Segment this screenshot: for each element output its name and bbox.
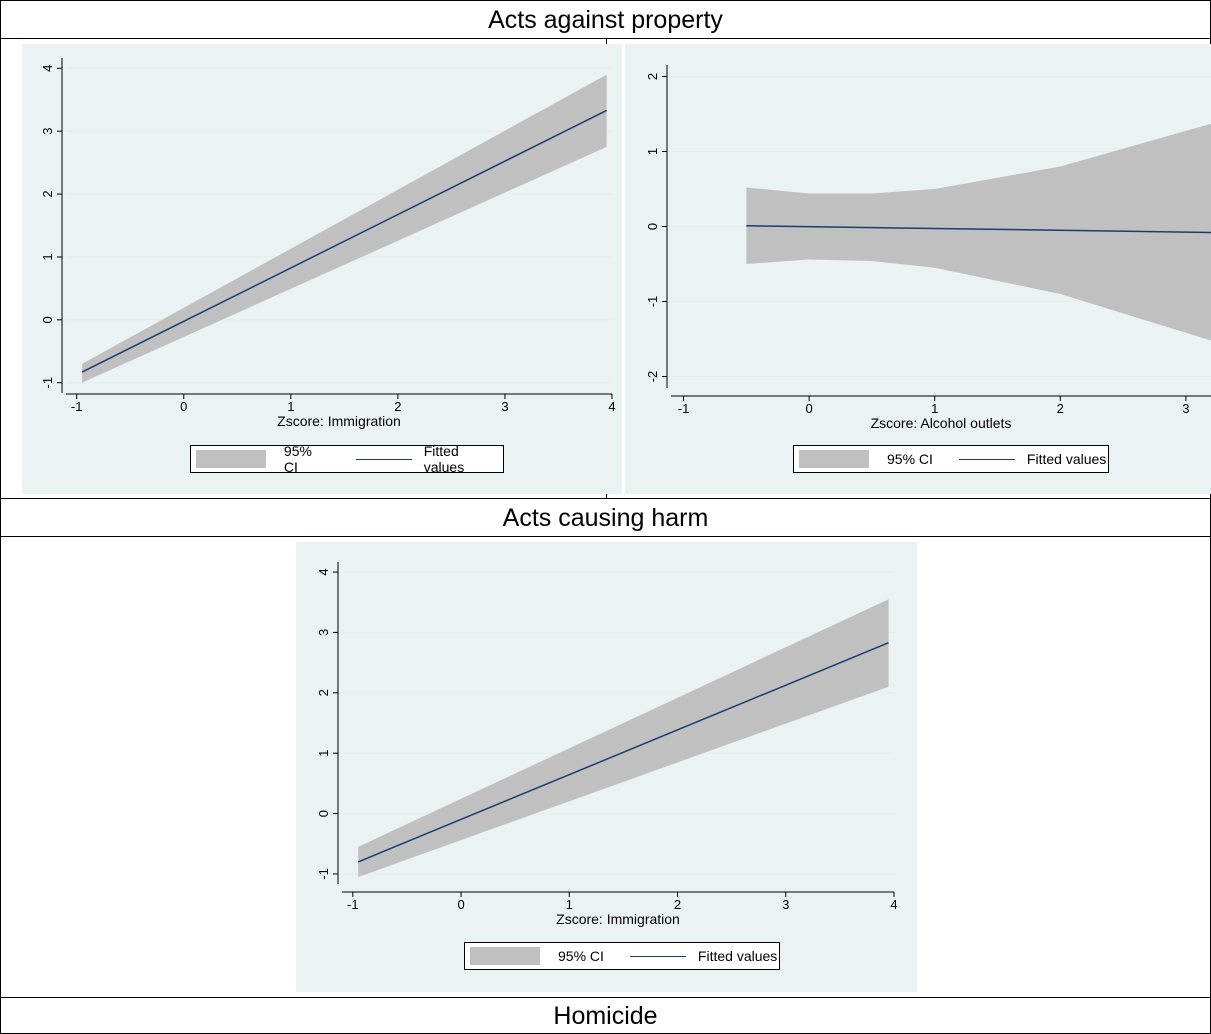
row-title-property: Acts against property bbox=[488, 5, 723, 34]
y-tick-label: 4 bbox=[40, 65, 55, 72]
x-tick-label: 4 bbox=[608, 399, 615, 414]
divider bbox=[0, 38, 1211, 39]
y-tick-label: 1 bbox=[40, 253, 55, 260]
y-tick-label: -2 bbox=[645, 371, 660, 383]
x-tick-label: 0 bbox=[806, 401, 813, 416]
y-tick-label: 2 bbox=[645, 73, 660, 80]
ci-swatch bbox=[196, 450, 266, 468]
y-tick-label: -1 bbox=[316, 868, 331, 880]
ci-swatch bbox=[799, 450, 869, 468]
fit-line-swatch bbox=[629, 955, 686, 957]
y-tick-label: 1 bbox=[645, 148, 660, 155]
y-tick-label: 3 bbox=[40, 128, 55, 135]
x-axis-label: Zscore: Immigration bbox=[277, 413, 401, 429]
divider bbox=[0, 997, 1211, 998]
fit-line-swatch bbox=[355, 458, 412, 460]
x-tick-label: -1 bbox=[71, 399, 83, 414]
y-tick-label: 0 bbox=[645, 223, 660, 230]
x-tick-label: 0 bbox=[457, 897, 464, 912]
ci-band bbox=[358, 599, 889, 877]
chart-2: -2 -1 0 1 2 -1 0 1 2 3 Zscore: Alcohol outlets bbox=[645, 65, 1211, 431]
divider bbox=[0, 498, 1211, 499]
x-tick-label: 1 bbox=[931, 401, 938, 416]
x-tick-label: 2 bbox=[394, 399, 401, 414]
fitted-line bbox=[746, 225, 1211, 234]
legend-ci-label: 95% CI bbox=[283, 443, 312, 475]
x-axis-label: Zscore: Immigration bbox=[556, 911, 680, 927]
legend-ci-label: 95% CI bbox=[558, 948, 604, 964]
x-tick-label: 3 bbox=[501, 399, 508, 414]
y-tick-label: -1 bbox=[645, 296, 660, 308]
x-tick-label: -1 bbox=[347, 897, 359, 912]
row-title-harm: Acts causing harm bbox=[502, 503, 709, 532]
ci-swatch bbox=[470, 947, 540, 965]
x-tick-label: 3 bbox=[782, 897, 789, 912]
chart-panel-1: -1 0 1 2 3 4 -1 0 1 2 3 4 Zscore: Immigration 95% CI… bbox=[22, 44, 622, 494]
chart-1: -1 0 1 2 3 4 -1 0 1 2 3 4 Zscore: Immigration bbox=[40, 58, 616, 429]
y-tick-label: 1 bbox=[316, 750, 331, 757]
chart-3: -1 0 1 2 3 4 -1 0 1 2 3 4 Zscore: Immigration bbox=[316, 562, 898, 927]
row-title-homicide: Homicide bbox=[553, 1001, 658, 1030]
legend-1: 95% CI Fitted values bbox=[190, 443, 504, 475]
chart-panel-2: -2 -1 0 1 2 -1 0 1 2 3 Zscore: Alcohol outlets 95%… bbox=[625, 44, 1211, 494]
y-tick-label: 0 bbox=[40, 316, 55, 323]
x-tick-label: 3 bbox=[1182, 401, 1189, 416]
ci-band bbox=[82, 74, 607, 383]
legend-ci-label: 95% CI bbox=[887, 451, 933, 467]
legend-3: 95% CI Fitted values bbox=[464, 942, 780, 970]
y-tick-label: 2 bbox=[316, 689, 331, 696]
y-tick-label: -1 bbox=[40, 377, 55, 389]
y-tick-label: 0 bbox=[316, 810, 331, 817]
fitted-line bbox=[357, 641, 889, 863]
chart-panel-3: -1 0 1 2 3 4 -1 0 1 2 3 4 Zscore: Immigration 95% CI… bbox=[296, 542, 917, 992]
y-tick-label: 3 bbox=[316, 629, 331, 636]
fitted-line bbox=[81, 109, 607, 373]
x-axis-label: Zscore: Alcohol outlets bbox=[871, 415, 1012, 431]
divider bbox=[0, 536, 1211, 537]
fit-line-swatch bbox=[958, 458, 1015, 460]
x-tick-label: 1 bbox=[287, 399, 294, 414]
legend-fit-label: Fitted values bbox=[697, 948, 778, 964]
x-tick-label: 0 bbox=[180, 399, 187, 414]
x-tick-label: -1 bbox=[678, 401, 690, 416]
legend-fit-label: Fitted values bbox=[1026, 451, 1107, 467]
ci-band bbox=[746, 123, 1211, 341]
x-tick-label: 4 bbox=[890, 897, 897, 912]
x-tick-label: 1 bbox=[566, 897, 573, 912]
x-tick-label: 2 bbox=[1057, 401, 1064, 416]
y-tick-label: 4 bbox=[316, 568, 331, 575]
y-tick-label: 2 bbox=[40, 190, 55, 197]
x-tick-label: 2 bbox=[674, 897, 681, 912]
legend-2: 95% CI Fitted values bbox=[793, 445, 1109, 473]
legend-fit-label: Fitted values bbox=[423, 443, 465, 475]
